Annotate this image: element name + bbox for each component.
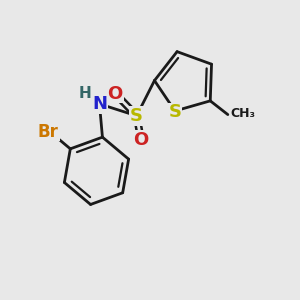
Text: Br: Br [38,123,59,141]
Text: N: N [92,95,107,113]
Text: O: O [108,85,123,103]
Text: CH₃: CH₃ [231,106,256,120]
Text: O: O [134,131,149,149]
Text: S: S [169,103,182,122]
Text: S: S [130,107,143,125]
Text: H: H [79,86,92,101]
